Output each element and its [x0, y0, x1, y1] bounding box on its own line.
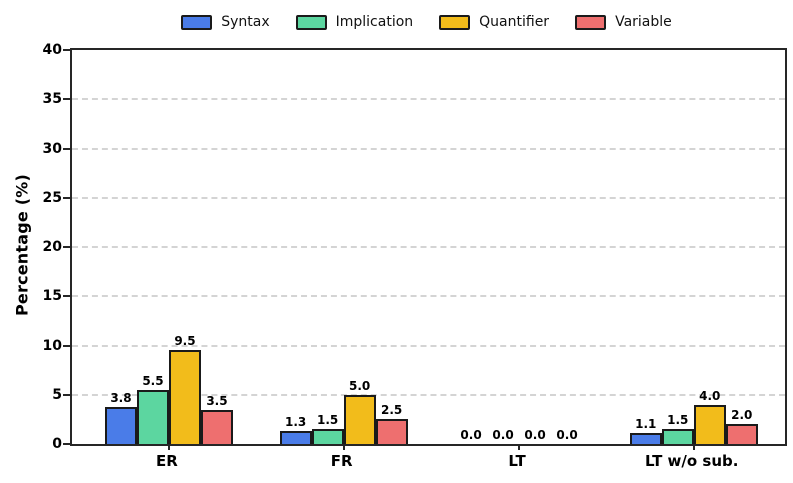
- bar-value-label: 4.0: [699, 388, 721, 403]
- bar-value-label: 2.0: [731, 408, 753, 423]
- bar-group-lt: 0.0 0.0 0.0 0.0: [455, 429, 583, 444]
- gridline: [72, 344, 785, 347]
- bar-value-label: 1.3: [285, 415, 307, 430]
- bar-slot: 1.5: [311, 413, 344, 444]
- x-tick-label-lt-w-o-sub-: LT w/o sub.: [645, 452, 739, 470]
- bar-value-label: 3.8: [110, 390, 132, 405]
- legend-label: Variable: [615, 14, 672, 30]
- bar-slot: 1.3: [279, 415, 312, 444]
- legend-item-syntax: Syntax: [181, 14, 270, 30]
- bar-value-label: 0.0: [556, 428, 578, 442]
- bar-slot: 1.5: [661, 413, 694, 444]
- x-tick-mark: [692, 444, 695, 450]
- y-tick-mark: [63, 295, 70, 298]
- legend-label: Syntax: [221, 14, 270, 30]
- bar-value-label: 9.5: [174, 334, 196, 349]
- bar-group-er: 3.8 5.5 9.5 3.5: [104, 334, 233, 444]
- gridline: [72, 98, 785, 101]
- bar-implication: [311, 429, 344, 444]
- bar-slot: 2.5: [375, 403, 408, 444]
- bar-slot: 5.0: [343, 378, 376, 444]
- gridline: [72, 246, 785, 248]
- chart-legend: Syntax Implication Quantifier Variable: [70, 9, 783, 35]
- bar-slot: 9.5: [168, 334, 201, 444]
- gridline: [72, 196, 785, 199]
- y-tick-label: 35: [42, 91, 62, 108]
- y-tick-mark: [63, 196, 70, 199]
- x-tick-mark: [342, 444, 345, 450]
- bar-syntax: [629, 433, 662, 444]
- bar-value-label: 0.0: [524, 428, 546, 442]
- bar-variable: [375, 419, 408, 444]
- bar-value-label: 5.0: [349, 378, 371, 393]
- bar-slot: 0.0: [455, 429, 487, 444]
- y-tick-mark: [63, 246, 70, 248]
- y-tick-mark: [63, 98, 70, 101]
- y-tick-mark: [63, 49, 70, 51]
- bar-value-label: 1.1: [635, 417, 657, 432]
- bar-slot: 3.5: [200, 393, 233, 444]
- legend-item-quantifier: Quantifier: [439, 14, 549, 30]
- bar-slot: 0.0: [551, 429, 583, 444]
- bar-group-fr: 1.3 1.5 5.0 2.5: [279, 378, 408, 444]
- bar-syntax: [104, 406, 137, 444]
- plot-area: 0 5 10 15 20 25 30 35 40 3.8 5.5 9.5 3.5 1.3 1.5 5.0 2.5…: [43, 42, 787, 452]
- legend-label: Quantifier: [479, 14, 550, 30]
- bar-value-label: 0.0: [492, 428, 514, 442]
- bar-slot: 1.1: [629, 417, 662, 444]
- bar-value-label: 0.0: [460, 428, 482, 442]
- x-tick-label-er: ER: [156, 452, 178, 470]
- y-tick-mark: [63, 344, 70, 347]
- bar-slot: 5.5: [136, 373, 169, 444]
- bar-variable: [725, 424, 758, 444]
- y-tick-label: 5: [52, 386, 62, 403]
- bar-value-label: 5.5: [142, 373, 164, 388]
- bar-value-label: 1.5: [317, 413, 339, 428]
- bar-slot: 0.0: [487, 429, 519, 444]
- bar-value-label: 3.5: [206, 393, 228, 408]
- y-tick-label: 20: [42, 239, 62, 255]
- gridline: [72, 393, 785, 396]
- y-tick-label: 0: [52, 436, 62, 452]
- bar-slot: 2.0: [725, 408, 758, 444]
- y-tick-label: 15: [42, 288, 62, 305]
- gridline: [72, 147, 785, 150]
- bar-variable: [200, 409, 233, 444]
- bar-value-label: 1.5: [667, 413, 689, 428]
- bar-value-label: 2.5: [381, 403, 403, 418]
- legend-swatch-icon: [295, 14, 327, 30]
- legend-item-variable: Variable: [575, 14, 672, 30]
- bar-quantifier: [168, 350, 201, 444]
- bar-syntax: [279, 431, 312, 444]
- legend-label: Implication: [335, 14, 414, 30]
- bar-slot: 3.8: [104, 390, 137, 444]
- y-tick-mark: [63, 147, 70, 150]
- y-tick-label: 25: [42, 189, 62, 206]
- x-tick-mark: [518, 444, 521, 450]
- y-tick-mark: [63, 443, 70, 445]
- bar-group-lt-w-o-sub-: 1.1 1.5 4.0 2.0: [629, 388, 758, 444]
- bar-slot: 0.0: [519, 429, 551, 444]
- x-tick-mark: [167, 444, 170, 450]
- bar-slot: 4.0: [693, 388, 726, 444]
- legend-swatch-icon: [439, 14, 471, 30]
- y-tick-label: 40: [42, 42, 62, 58]
- legend-swatch-icon: [575, 14, 607, 30]
- legend-item-implication: Implication: [295, 14, 414, 30]
- y-tick-label: 10: [42, 337, 62, 354]
- legend-swatch-icon: [181, 14, 213, 30]
- bar-quantifier: [343, 394, 376, 444]
- x-tick-label-lt: LT: [508, 452, 526, 470]
- bar-implication: [136, 389, 169, 444]
- y-tick-label: 30: [42, 140, 62, 157]
- bar-quantifier: [693, 404, 726, 444]
- y-tick-mark: [63, 393, 70, 396]
- x-tick-label-fr: FR: [330, 452, 353, 470]
- gridline: [72, 295, 785, 298]
- bar-implication: [661, 429, 694, 444]
